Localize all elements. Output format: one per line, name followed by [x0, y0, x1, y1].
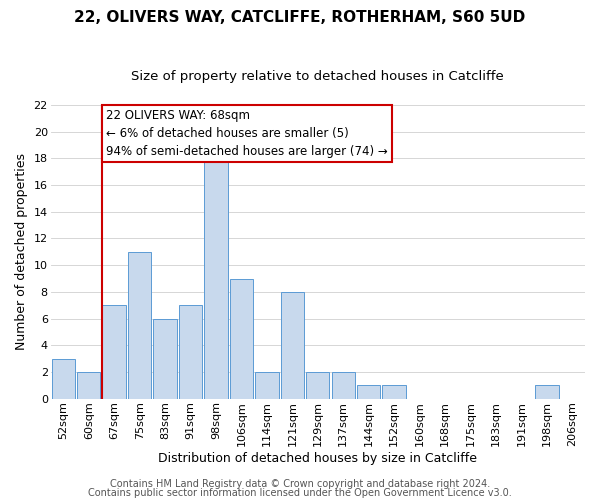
Bar [230, 278, 253, 398]
Y-axis label: Number of detached properties: Number of detached properties [15, 154, 28, 350]
Bar [281, 292, 304, 399]
Bar [204, 158, 228, 398]
Bar [52, 358, 75, 399]
X-axis label: Distribution of detached houses by size in Catcliffe: Distribution of detached houses by size … [158, 452, 477, 465]
Bar [179, 305, 202, 398]
Bar [306, 372, 329, 398]
Bar [128, 252, 151, 398]
Bar [103, 305, 126, 398]
Title: Size of property relative to detached houses in Catcliffe: Size of property relative to detached ho… [131, 70, 504, 83]
Bar [357, 386, 380, 398]
Bar [535, 386, 559, 398]
Text: 22 OLIVERS WAY: 68sqm
← 6% of detached houses are smaller (5)
94% of semi-detach: 22 OLIVERS WAY: 68sqm ← 6% of detached h… [106, 109, 388, 158]
Bar [255, 372, 278, 398]
Bar [332, 372, 355, 398]
Text: 22, OLIVERS WAY, CATCLIFFE, ROTHERHAM, S60 5UD: 22, OLIVERS WAY, CATCLIFFE, ROTHERHAM, S… [74, 10, 526, 25]
Bar [154, 318, 177, 398]
Text: Contains public sector information licensed under the Open Government Licence v3: Contains public sector information licen… [88, 488, 512, 498]
Text: Contains HM Land Registry data © Crown copyright and database right 2024.: Contains HM Land Registry data © Crown c… [110, 479, 490, 489]
Bar [77, 372, 100, 398]
Bar [382, 386, 406, 398]
